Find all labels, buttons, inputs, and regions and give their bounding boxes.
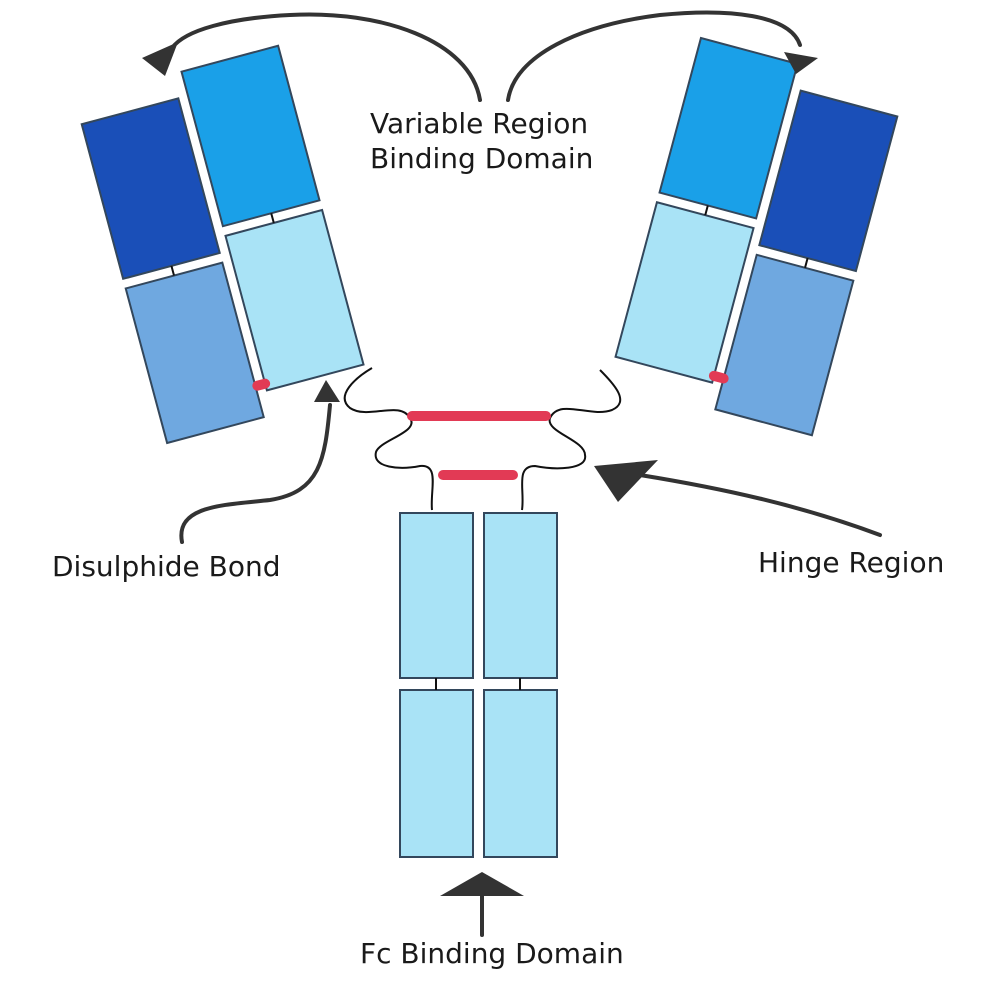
variable-region-label-line2: Binding Domain [370, 142, 594, 175]
left-light-heavy-disulphide-bond [252, 378, 271, 391]
variable-region-arrowhead-right [784, 52, 818, 74]
right-heavy-chain-linker [704, 205, 709, 216]
fc-region [399, 512, 558, 858]
variable-region-arrowhead-left [142, 42, 178, 76]
fc-right-lower-domain [483, 689, 558, 858]
hinge-region-arrowhead [594, 460, 658, 502]
hinge-region-label: Hinge Region [758, 546, 945, 579]
fc-binding-domain-label: Fc Binding Domain [360, 937, 624, 970]
left-heavy-chain-linker [270, 212, 275, 224]
left-fab-arm [80, 44, 365, 445]
right-fab-arm [614, 36, 899, 437]
fc-binding-arrow [440, 872, 524, 937]
disulphide-bond-label: Disulphide Bond [52, 550, 281, 583]
fc-left-lower-domain [399, 689, 474, 858]
left-hinge-chain [343, 367, 434, 511]
fc-left-upper-domain [399, 512, 474, 679]
hinge-region-arrow [594, 460, 882, 537]
disulphide-bond-arrowhead [314, 380, 340, 402]
right-light-chain-linker [804, 257, 809, 269]
variable-region-binding-domain-label: Variable Region Binding Domain [370, 106, 593, 176]
right-constant-heavy-domain [614, 200, 755, 384]
right-hinge-chain [521, 369, 622, 511]
right-light-heavy-disulphide-bond [708, 370, 729, 384]
left-variable-light-domain [80, 97, 221, 281]
variable-region-arrow-left [142, 12, 482, 102]
variable-region-arrow-right [506, 10, 818, 102]
left-light-chain-linker [170, 265, 175, 276]
variable-region-label-line1: Variable Region [370, 107, 589, 140]
disulphide-bond-arrow [179, 380, 340, 544]
fc-right-upper-domain [483, 512, 558, 679]
fc-binding-arrowhead [440, 872, 524, 896]
